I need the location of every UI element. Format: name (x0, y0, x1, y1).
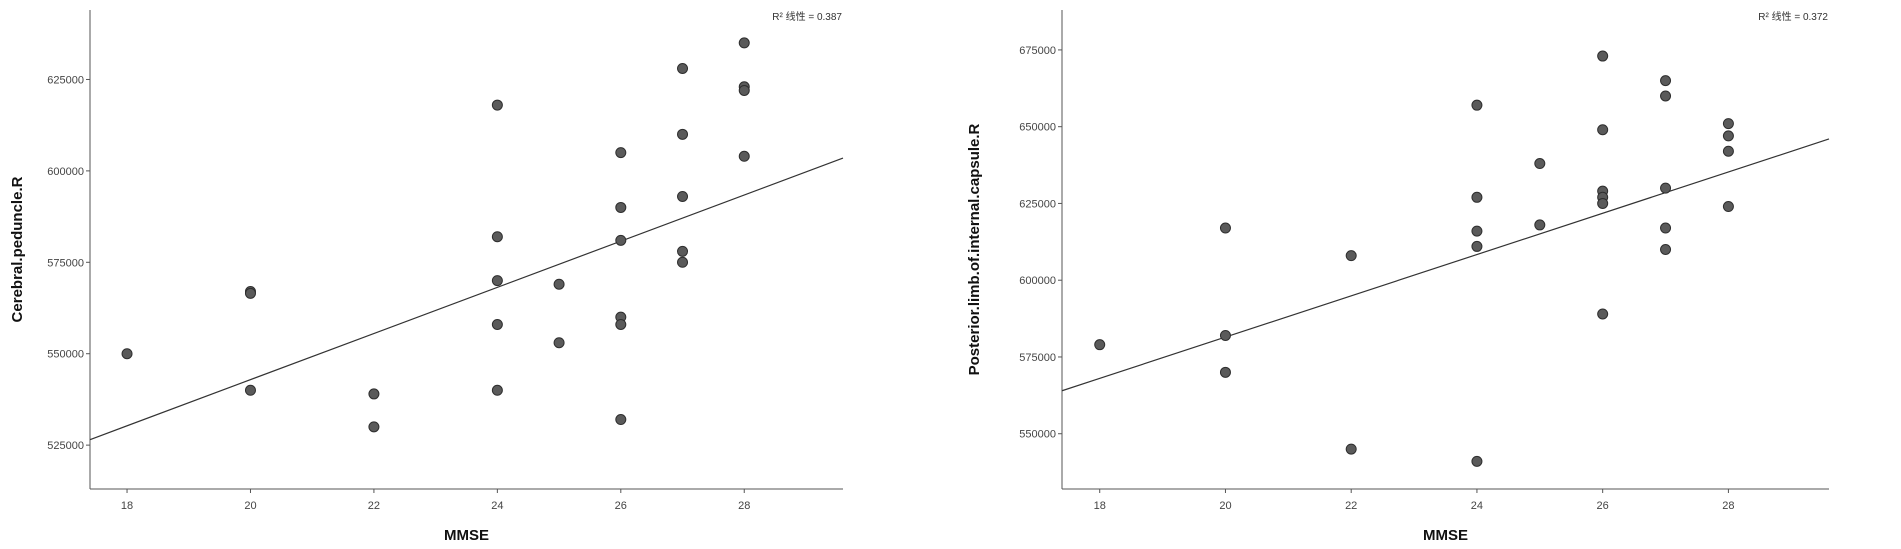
data-point (677, 190, 689, 202)
x-tick-label: 28 (738, 500, 750, 512)
data-point (738, 37, 750, 49)
x-tick-label: 22 (1345, 500, 1357, 512)
data-point (1722, 145, 1734, 157)
data-point (1597, 197, 1609, 209)
y-tick-label: 575000 (1019, 352, 1056, 364)
y-tick-label: 650000 (1019, 122, 1056, 134)
y-tick-label: 550000 (47, 349, 84, 361)
x-tick-label: 20 (244, 500, 256, 512)
data-point (738, 150, 750, 162)
x-tick-label: 20 (1219, 500, 1231, 512)
x-tick-label: 28 (1722, 500, 1734, 512)
data-point (1660, 222, 1672, 234)
data-point (615, 234, 627, 246)
x-tick-label: 26 (1597, 500, 1609, 512)
data-point (1722, 130, 1734, 142)
data-point (553, 337, 565, 349)
y-tick-label: 600000 (47, 166, 84, 178)
data-point (1471, 191, 1483, 203)
y-axis-label: Posterior.limb.of.internal.capsule.R (966, 123, 983, 375)
data-point (615, 147, 627, 159)
data-point (491, 384, 503, 396)
x-tick-label: 18 (1094, 500, 1106, 512)
data-point (244, 384, 256, 396)
y-tick-label: 575000 (47, 257, 84, 269)
data-point (368, 421, 380, 433)
data-point (1534, 158, 1546, 170)
data-point (615, 201, 627, 213)
y-axis-label: Cerebral.peduncle.R (9, 176, 26, 322)
data-point (1219, 366, 1231, 378)
chart-panel-right: 550000 575000 600000 625000 650000 675000 18 20… (951, 0, 1901, 549)
data-point (1345, 250, 1357, 262)
x-axis-label: MMSE (444, 527, 489, 544)
data-point (491, 231, 503, 243)
data-point (553, 278, 565, 290)
data-point (1471, 240, 1483, 252)
data-point (1094, 339, 1106, 351)
data-point (1597, 124, 1609, 136)
data-point (1219, 329, 1231, 341)
x-tick-label: 22 (368, 500, 380, 512)
data-point (677, 256, 689, 268)
data-point (1219, 222, 1231, 234)
y-tick-label: 525000 (47, 440, 84, 452)
r-squared-annotation: R² 线性 = 0.387 (772, 10, 842, 23)
data-point (1345, 443, 1357, 455)
x-tick-label: 24 (491, 500, 503, 512)
r-squared-annotation: R² 线性 = 0.372 (1758, 10, 1828, 23)
data-point (1722, 201, 1734, 213)
y-tick-label: 600000 (1019, 275, 1056, 287)
data-point (491, 318, 503, 330)
data-point (491, 99, 503, 111)
data-point (1597, 308, 1609, 320)
scatter-chart-posterior-limb: 550000 575000 600000 625000 650000 675000 18 20… (966, 10, 1830, 544)
data-point (1660, 90, 1672, 102)
y-tick-label: 625000 (1019, 198, 1056, 210)
data-point (738, 84, 750, 96)
data-point (677, 245, 689, 257)
scatter-chart-cerebral-peduncle: 525000 550000 575000 600000 625000 18 20 22 24 26… (9, 10, 844, 544)
fit-line (89, 157, 844, 441)
data-point (615, 318, 627, 330)
y-tick-label: 550000 (1019, 429, 1056, 441)
data-point (244, 287, 256, 299)
x-axis-label: MMSE (1423, 527, 1468, 544)
data-point (1660, 75, 1672, 87)
data-point (1722, 118, 1734, 130)
data-point (368, 388, 380, 400)
y-tick-label: 675000 (1019, 45, 1056, 57)
data-point (1660, 244, 1672, 255)
data-point (491, 275, 503, 287)
chart-panel-left: 525000 550000 575000 600000 625000 18 20 22 24 26… (0, 0, 950, 549)
data-point (1471, 225, 1483, 237)
x-tick-label: 26 (615, 500, 627, 512)
fit-line (1061, 138, 1830, 392)
data-point (677, 128, 689, 140)
data-point (1471, 455, 1483, 467)
x-tick-label: 18 (121, 500, 133, 512)
data-point (615, 414, 627, 426)
data-point (1534, 219, 1546, 231)
x-tick-label: 24 (1471, 500, 1483, 512)
data-point (1597, 50, 1609, 62)
data-point (1471, 99, 1483, 111)
data-point (121, 348, 133, 360)
data-point (677, 63, 689, 75)
data-point (1660, 182, 1672, 194)
y-tick-label: 625000 (47, 74, 84, 86)
